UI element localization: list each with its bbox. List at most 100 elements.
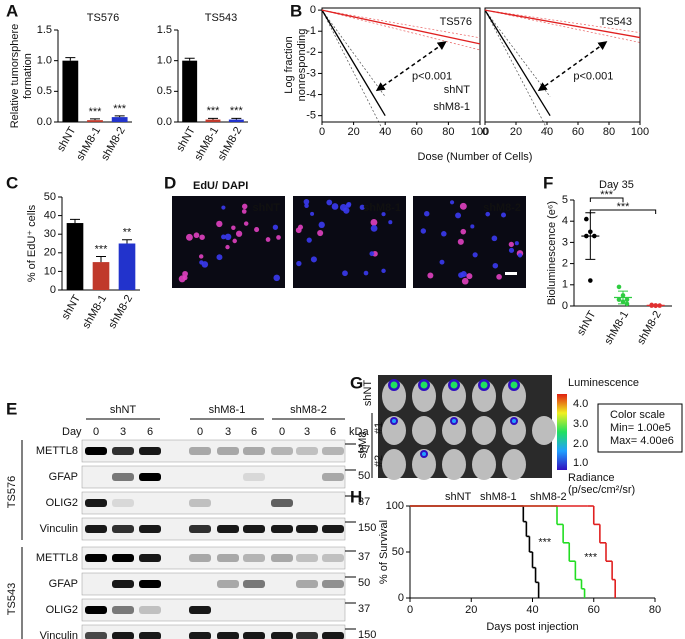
nucleus [182,270,188,277]
y-tick-label: 4 [562,215,568,227]
blot-strip [81,517,346,541]
series-line [321,9,386,117]
blot-band [243,447,265,455]
row-label: METTL8 [36,552,78,564]
blot-band [322,525,344,533]
marker-label: 37 [358,496,370,508]
nucleus [243,221,249,226]
x-tick-label: 80 [442,126,454,138]
blot-band [217,525,239,533]
stain-label: EdU/ [193,180,218,192]
nucleus [326,199,333,206]
nucleus [424,210,430,217]
sd-bar [618,290,628,305]
nucleus [500,212,507,218]
y-tick-label: -5 [306,110,316,122]
error-bar [90,118,100,121]
nucleus [193,232,200,239]
panel-letter: A [6,1,18,20]
nucleus [441,231,447,237]
blot-band [296,525,318,533]
y-axis-label: Bioluminescence (e⁶) [546,201,558,305]
nucleus [496,274,502,280]
panel-letter: B [290,1,302,20]
legend-label: shNT [445,491,472,503]
nucleus [306,237,312,243]
blot-band [85,447,107,455]
nucleus [273,274,281,282]
panel-letter: F [543,173,553,192]
confidence-line [321,9,386,97]
panel-letter: H [350,487,362,506]
chart-title: TS576 [87,12,119,24]
nucleus [457,238,464,245]
y-tick-label: -1 [306,25,316,37]
data-point [624,297,630,302]
group-label: shM8-1 [209,404,246,416]
row-label: #1 [373,422,385,434]
significance: *** [207,105,221,117]
color-scale-box [597,403,683,453]
nucleus [186,233,193,241]
blot-band [322,632,344,639]
day-value: 3 [304,426,310,438]
day-value: 3 [225,426,231,438]
color-scale-text: Max= 4.00e6 [610,435,674,447]
x-tick-label: 20 [510,126,522,138]
nucleus [265,237,271,242]
panel-letter: E [6,399,17,418]
nucleus [491,235,498,242]
blot-band [112,632,134,639]
blot-band [243,580,265,588]
row-label: Vinculin [40,523,78,535]
nucleus [231,225,236,230]
nucleus [199,234,205,240]
data-point [616,297,622,302]
y-tick-label: 1 [562,279,568,291]
nucleus [224,233,232,241]
confidence-line [484,9,551,97]
x-tick-label: shM8-2 [635,309,664,347]
series-line [321,9,481,45]
nucleus [254,227,260,233]
blot-strip [81,465,346,489]
row-label: Vinculin [40,630,78,639]
blot-band [139,554,161,562]
significance: *** [617,201,631,213]
mouse [382,449,406,480]
annotation: p<0.001 [412,70,452,82]
nucleus [182,275,188,281]
chart-title: TS543 [600,16,632,28]
y-tick-label: 20 [44,247,56,259]
bar [182,60,198,122]
y-tick-label: 50 [44,191,56,203]
y-tick-label: 40 [44,210,56,222]
y-tick-label: 0 [310,4,316,16]
legend-label: shNT [444,84,471,96]
mouse [382,380,406,412]
marker-label: 50 [358,470,370,482]
x-tick-label: 40 [379,126,391,138]
nucleus [317,230,324,237]
day-value: 6 [251,426,257,438]
blot-band [217,632,239,639]
marker-label: 50 [358,577,370,589]
data-point [588,278,593,283]
blot-band [189,554,211,562]
nucleus [427,272,434,279]
nucleus [381,268,386,274]
blot-band [243,473,265,481]
group-label: shNT [110,404,137,416]
blot-band [112,447,134,455]
mouse [382,416,406,445]
blot-band [322,447,344,455]
micrograph [293,196,406,288]
bar [92,262,110,290]
error-bar [122,239,132,244]
x-tick-label: 80 [649,604,661,616]
confidence-line [484,9,551,135]
signal [510,381,518,389]
blot-band [271,525,293,533]
mouse [442,449,466,480]
y-tick-label: 5 [562,194,568,206]
